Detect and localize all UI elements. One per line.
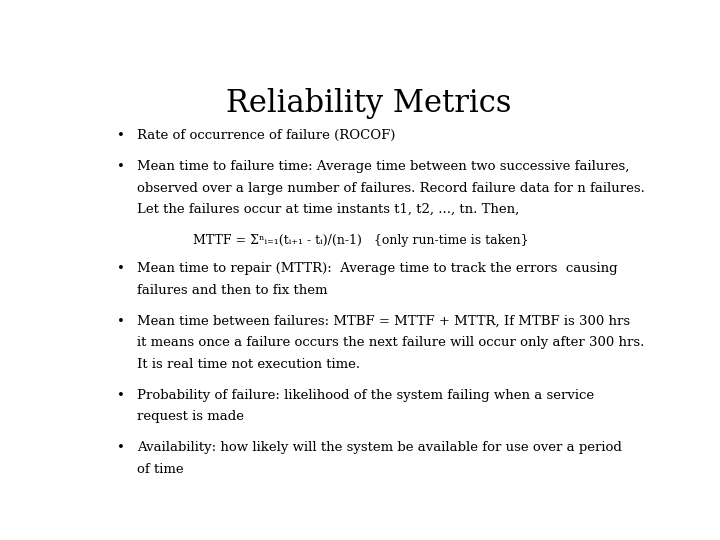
Text: Mean time to repair (MTTR):  Average time to track the errors  causing: Mean time to repair (MTTR): Average time… <box>138 262 618 275</box>
Text: •: • <box>117 441 125 454</box>
Text: it means once a failure occurs the next failure will occur only after 300 hrs.: it means once a failure occurs the next … <box>138 336 645 349</box>
Text: MTTF = Σⁿᵢ₌₁(tᵢ₊₁ - tᵢ)/(n-1)   {only run-time is taken}: MTTF = Σⁿᵢ₌₁(tᵢ₊₁ - tᵢ)/(n-1) {only run-… <box>193 234 529 247</box>
Text: It is real time not execution time.: It is real time not execution time. <box>138 358 361 371</box>
Text: •: • <box>117 389 125 402</box>
Text: Rate of occurrence of failure (ROCOF): Rate of occurrence of failure (ROCOF) <box>138 129 396 142</box>
Text: •: • <box>117 262 125 275</box>
Text: of time: of time <box>138 463 184 476</box>
Text: Mean time to failure time: Average time between two successive failures,: Mean time to failure time: Average time … <box>138 160 630 173</box>
Text: Let the failures occur at time instants t1, t2, ..., tn. Then,: Let the failures occur at time instants … <box>138 203 520 216</box>
Text: request is made: request is made <box>138 410 244 423</box>
Text: •: • <box>117 315 125 328</box>
Text: observed over a large number of failures. Record failure data for n failures.: observed over a large number of failures… <box>138 181 645 194</box>
Text: •: • <box>117 160 125 173</box>
Text: failures and then to fix them: failures and then to fix them <box>138 284 328 297</box>
Text: Probability of failure: likelihood of the system failing when a service: Probability of failure: likelihood of th… <box>138 389 595 402</box>
Text: Availability: how likely will the system be available for use over a period: Availability: how likely will the system… <box>138 441 622 454</box>
Text: Mean time between failures: MTBF = MTTF + MTTR, If MTBF is 300 hrs: Mean time between failures: MTBF = MTTF … <box>138 315 631 328</box>
Text: •: • <box>117 129 125 142</box>
Text: Reliability Metrics: Reliability Metrics <box>226 87 512 119</box>
